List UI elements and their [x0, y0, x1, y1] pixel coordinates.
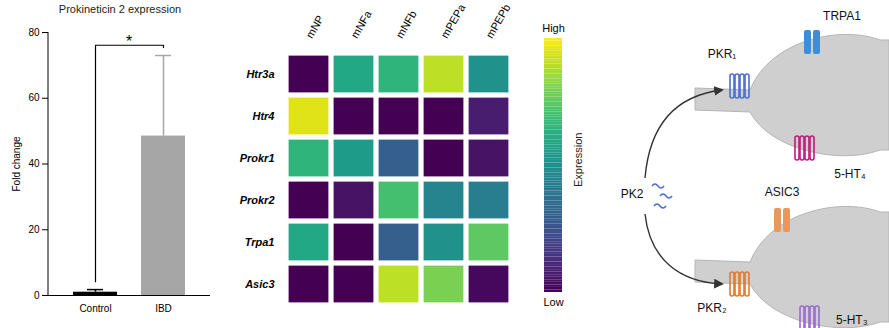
svg-text:Htr4: Htr4 — [252, 110, 274, 122]
svg-text:mNFb: mNFb — [393, 8, 418, 40]
svg-text:PKR₂: PKR₂ — [697, 301, 727, 315]
svg-text:mNFa: mNFa — [348, 8, 374, 41]
svg-text:20: 20 — [28, 224, 40, 235]
svg-text:Prokr1: Prokr1 — [240, 152, 275, 164]
svg-text:mNP: mNP — [303, 13, 326, 40]
svg-text:60: 60 — [28, 92, 40, 103]
svg-text:mPEPa: mPEPa — [438, 1, 467, 40]
svg-text:Fold change: Fold change — [11, 136, 22, 191]
svg-text:5-HT₄: 5-HT₄ — [834, 167, 866, 181]
svg-text:TRPA1: TRPA1 — [823, 9, 861, 23]
svg-text:Low: Low — [543, 296, 563, 308]
svg-text:High: High — [542, 22, 565, 34]
svg-text:Trpa1: Trpa1 — [245, 236, 275, 248]
svg-text:40: 40 — [28, 158, 40, 169]
svg-text:Prokr2: Prokr2 — [240, 194, 275, 206]
svg-text:0: 0 — [34, 290, 40, 301]
svg-text:5-HT₃: 5-HT₃ — [836, 313, 868, 327]
svg-text:Control: Control — [79, 303, 111, 314]
html-text:Expression: Expression — [572, 132, 584, 187]
svg-text:*: * — [126, 33, 132, 50]
svg-text:mPEPb: mPEPb — [483, 2, 512, 40]
svg-text:ASIC3: ASIC3 — [765, 185, 800, 199]
html-text:Prokineticin 2 expression: Prokineticin 2 expression — [58, 3, 182, 15]
svg-text:PK2: PK2 — [621, 187, 644, 201]
svg-text:Asic3: Asic3 — [244, 278, 274, 290]
svg-text:PKR₁: PKR₁ — [708, 47, 737, 61]
svg-text:IBD: IBD — [155, 303, 172, 314]
svg-text:80: 80 — [28, 27, 40, 38]
svg-text:Htr3a: Htr3a — [246, 68, 274, 80]
